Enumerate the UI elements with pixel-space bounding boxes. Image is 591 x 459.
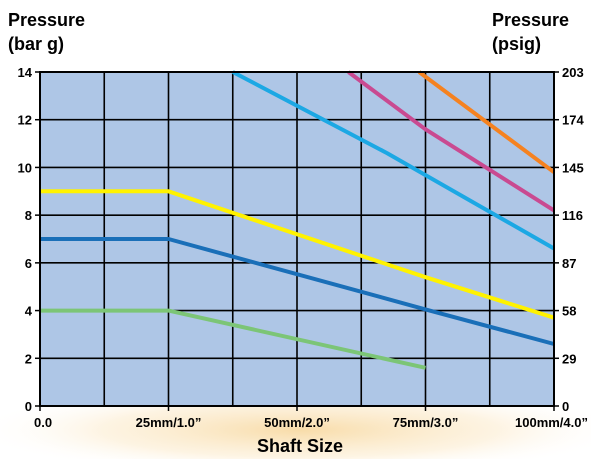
left-tick-label: 6 xyxy=(25,256,32,271)
series-line xyxy=(347,70,556,213)
x-tick-label: 100mm/4.0” xyxy=(515,415,588,430)
left-tick-label: 10 xyxy=(18,160,32,175)
left-tick-label: 12 xyxy=(18,113,32,128)
right-tick-label: 116 xyxy=(562,208,583,223)
left-tick-label: 4 xyxy=(25,304,33,319)
right-tick-label: 174 xyxy=(562,113,584,128)
right-tick-label: 145 xyxy=(562,160,584,175)
left-axis-title-line2: (bar g) xyxy=(8,34,64,54)
series-line xyxy=(40,189,555,320)
x-axis: 0.0 25mm/1.0” 50mm/2.0” 75mm/3.0” 100mm/4.0” xyxy=(34,406,588,430)
right-tick-label: 29 xyxy=(562,351,576,366)
right-axis-title-line1: Pressure xyxy=(492,10,569,30)
x-tick-label: 50mm/2.0” xyxy=(264,415,330,430)
left-tick-label: 14 xyxy=(18,65,33,80)
series-line xyxy=(417,70,556,174)
left-tick-label: 0 xyxy=(25,399,32,414)
right-tick-label: 87 xyxy=(562,256,576,271)
left-axis-title-line1: Pressure xyxy=(8,10,85,30)
right-axis-title-line2: (psig) xyxy=(492,34,541,54)
right-tick-label: 58 xyxy=(562,304,576,319)
series-line xyxy=(40,237,555,346)
series-line xyxy=(231,70,555,251)
x-tick-label: 25mm/1.0” xyxy=(136,415,202,430)
x-tick-label: 75mm/3.0” xyxy=(393,415,459,430)
right-axis: 0 29 58 87 116 145 174 203 xyxy=(554,65,584,414)
left-tick-label: 8 xyxy=(25,208,32,223)
series-layer xyxy=(40,70,556,370)
right-tick-label: 0 xyxy=(562,399,569,414)
series-line xyxy=(40,308,426,370)
right-tick-label: 203 xyxy=(562,65,584,80)
x-axis-title: Shaft Size xyxy=(257,436,343,456)
x-tick-label: 0.0 xyxy=(34,415,52,430)
left-tick-label: 2 xyxy=(25,351,32,366)
left-axis: 0 2 4 6 8 10 12 14 xyxy=(18,65,40,414)
